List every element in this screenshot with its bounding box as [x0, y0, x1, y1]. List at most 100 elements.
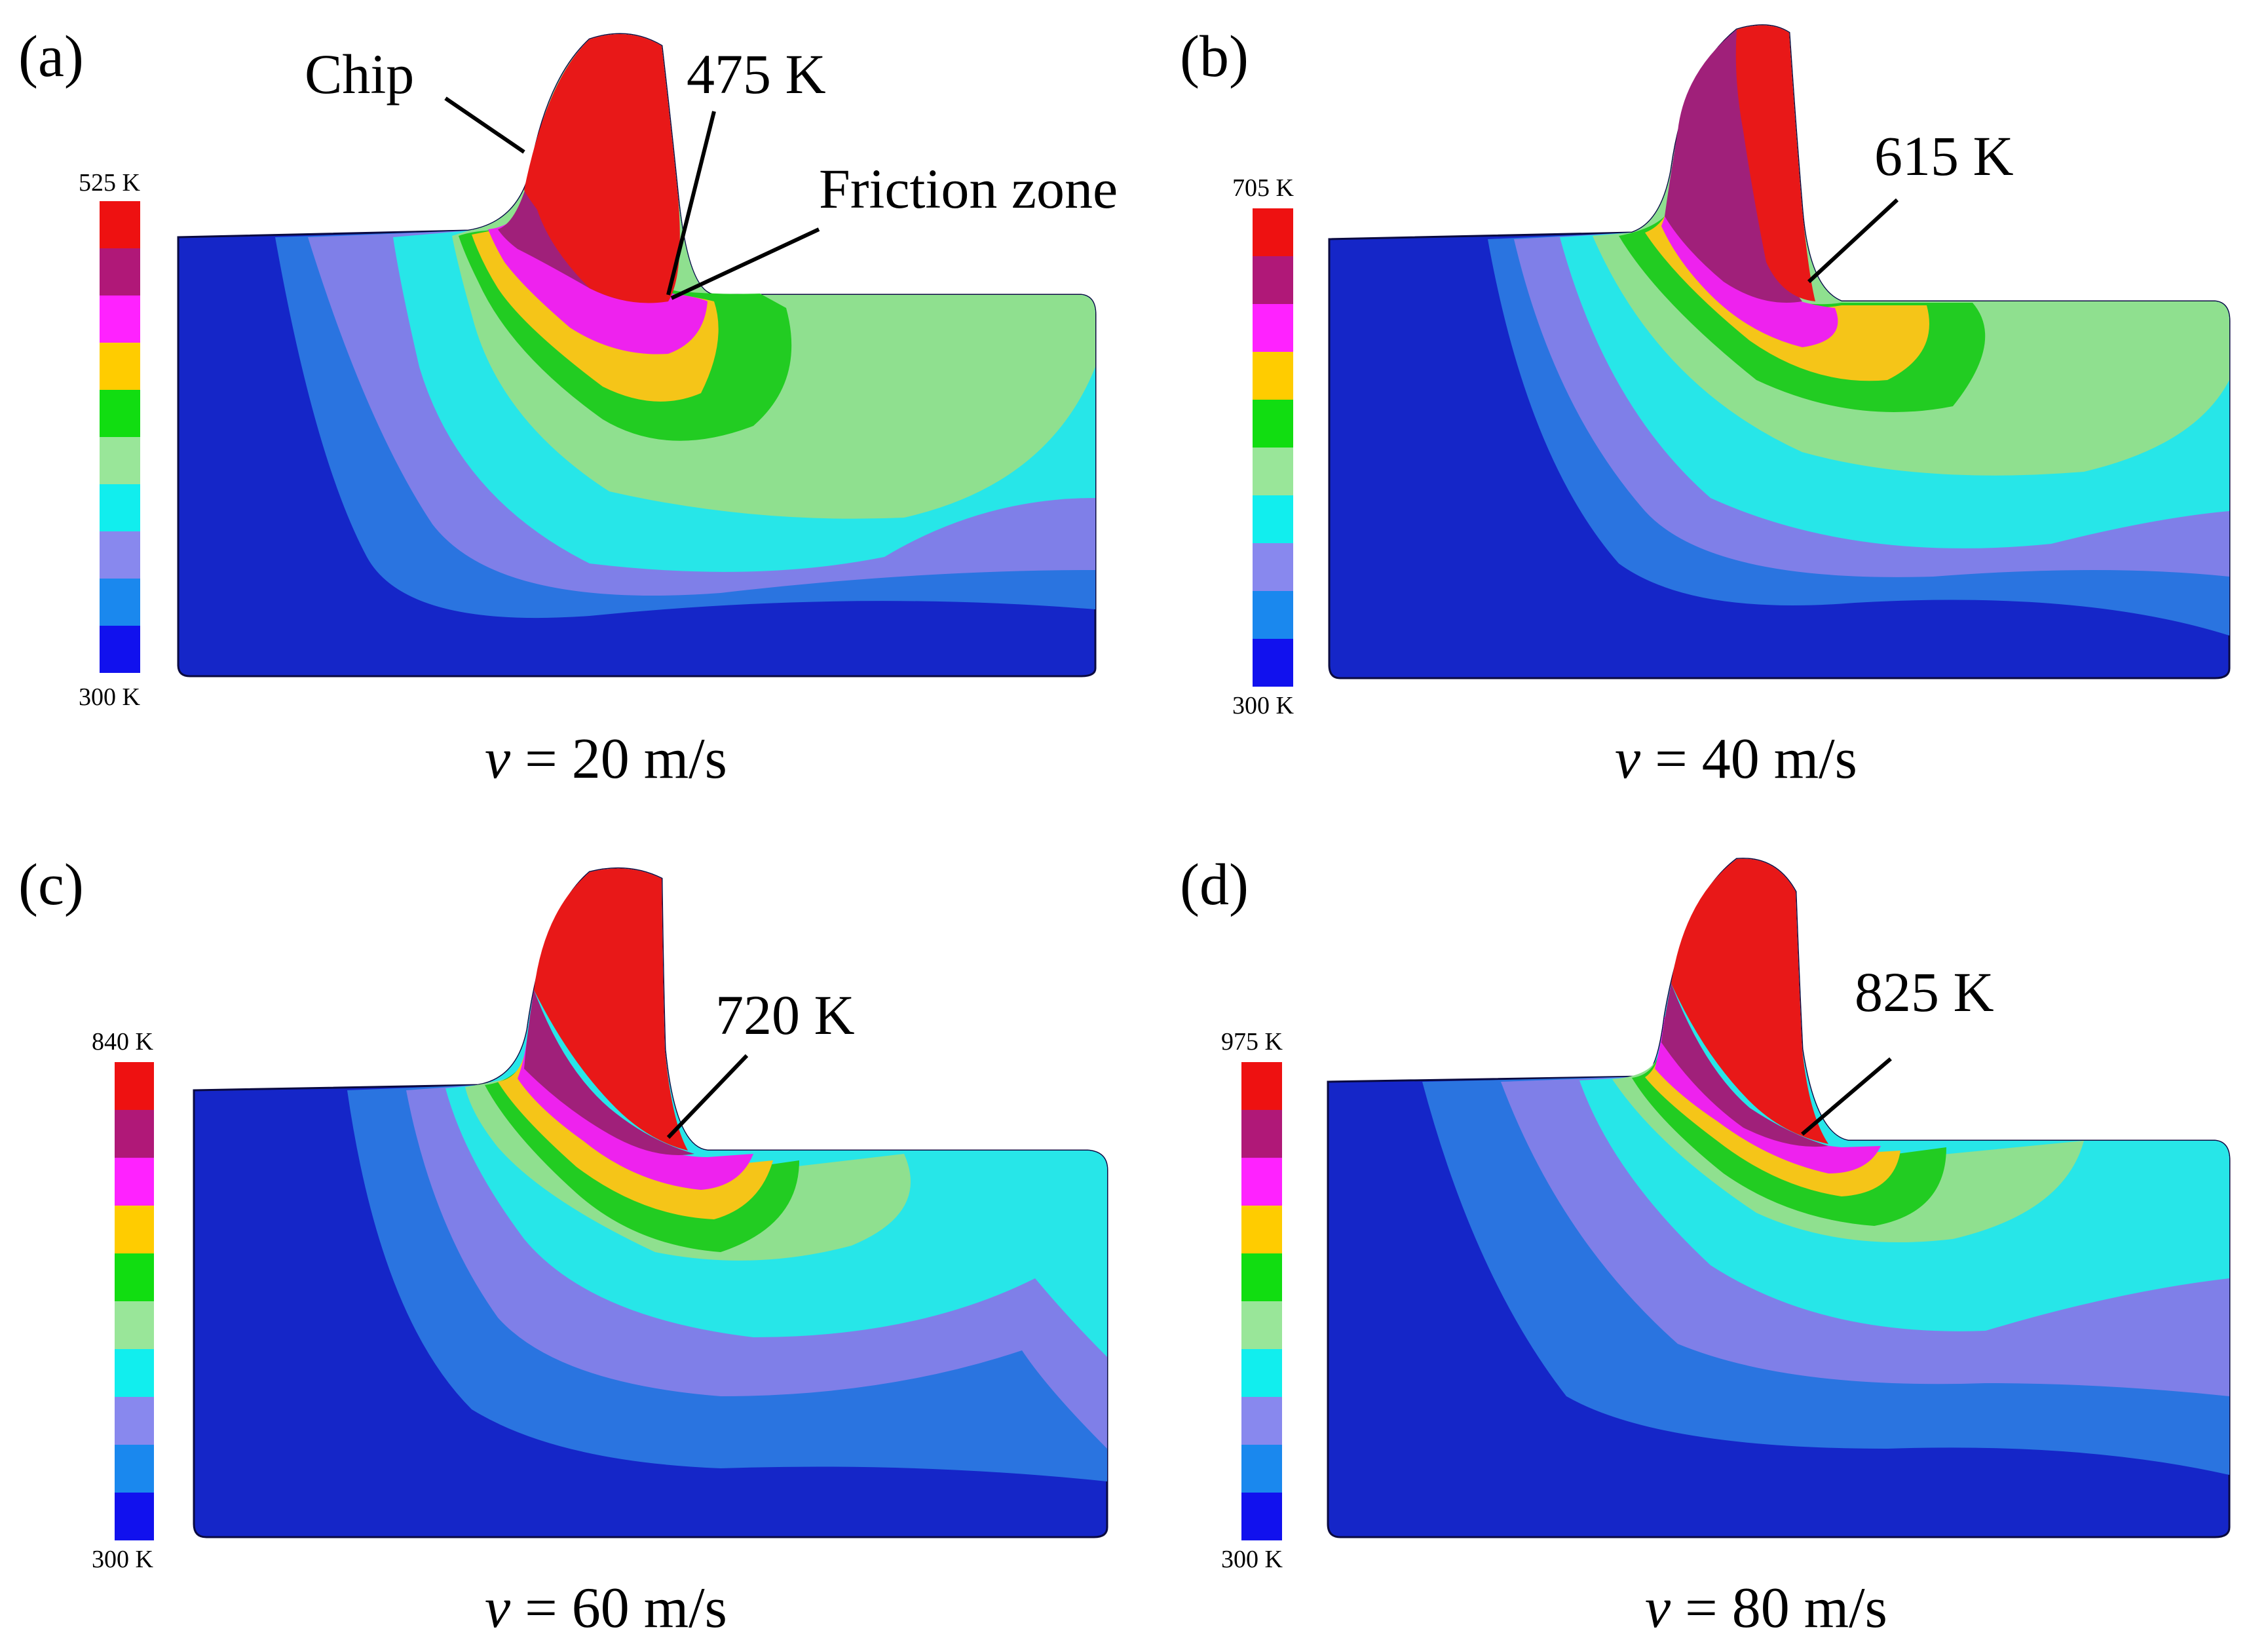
peak-temp-leader: [1801, 1057, 1892, 1136]
colorbar-swatch: [115, 1493, 154, 1540]
zone-lightgreen: [465, 1075, 911, 1261]
panel-d: (d) 975 K 300: [1134, 820, 2268, 1639]
colorbar-swatch: [115, 1062, 154, 1110]
colorbar: [115, 1062, 154, 1540]
colorbar-swatch: [1253, 543, 1293, 591]
colorbar-max-label: 705 K: [1232, 174, 1294, 202]
panel-a: (a): [0, 0, 1134, 820]
velocity-symbol: v: [1615, 727, 1641, 791]
colorbar-swatch: [1241, 1493, 1282, 1540]
temperature-field-d: [1241, 858, 2231, 1540]
zone-chip-red: [1735, 25, 1815, 302]
peak-temp-label: 615 K: [1874, 124, 2014, 187]
panel-label: (b): [1180, 24, 1249, 89]
colorbar-swatch: [1241, 1110, 1282, 1158]
colorbar-swatch: [100, 437, 140, 484]
colorbar-swatch: [1241, 1349, 1282, 1397]
velocity-value: = 20 m/s: [510, 727, 727, 791]
workpiece: [1328, 24, 2231, 679]
colorbar-swatch: [1253, 495, 1293, 543]
colorbar-swatch: [115, 1397, 154, 1445]
chip-leader: [444, 96, 525, 154]
zone-yellow: [1645, 210, 1929, 381]
annotation-leaders: [666, 1054, 749, 1139]
colorbar-swatch: [100, 201, 140, 248]
colorbar-swatch: [1253, 448, 1293, 495]
colorbar-max-label: 975 K: [1221, 1028, 1283, 1056]
colorbar: [1241, 1062, 1282, 1540]
colorbar-swatch: [1241, 1301, 1282, 1349]
temperature-field-b: [1253, 24, 2231, 687]
peak-temp-label: 475 K: [687, 43, 826, 105]
workpiece: [177, 33, 1097, 677]
colorbar-max-label: 525 K: [79, 169, 140, 197]
colorbar-min-label: 300 K: [1221, 1546, 1283, 1573]
velocity-value: = 80 m/s: [1671, 1576, 1887, 1640]
annotation-leaders: [444, 96, 820, 300]
colorbar-swatch: [100, 484, 140, 531]
colorbar-swatch: [115, 1253, 154, 1301]
panel-b: (b) 705 K 300: [1134, 0, 2268, 820]
peak-temp-leader: [666, 1054, 749, 1139]
velocity-value: = 60 m/s: [510, 1576, 727, 1640]
colorbar-swatch: [1241, 1445, 1282, 1493]
zone-purple: [524, 990, 694, 1155]
velocity-caption: v = 20 m/s: [485, 731, 727, 788]
zone-chip-red: [524, 34, 680, 303]
colorbar-swatch: [1253, 352, 1293, 400]
zone-magenta: [1655, 1016, 1881, 1173]
peak-temp-label: 720 K: [715, 983, 855, 1046]
colorbar-swatch: [100, 531, 140, 579]
annotation-leaders: [1807, 198, 1899, 284]
temperature-field-c: [115, 867, 1108, 1540]
colorbar-swatch: [115, 1110, 154, 1158]
colorbar-min-label: 300 K: [79, 683, 140, 711]
colorbar-swatch: [1253, 256, 1293, 304]
colorbar-swatch: [1253, 208, 1293, 256]
colorbar-swatch: [1241, 1062, 1282, 1110]
zone-chip-red: [1671, 858, 1828, 1144]
panel-label: (d): [1180, 852, 1249, 917]
colorbar-min-label: 300 K: [1232, 692, 1294, 719]
colorbar-swatch: [115, 1445, 154, 1493]
zone-chip-red: [534, 868, 688, 1151]
friction-leader: [670, 227, 820, 300]
colorbar-swatch: [100, 626, 140, 673]
workpiece: [1327, 858, 2231, 1538]
panel-c: (c) 840 K 300: [0, 820, 1134, 1639]
velocity-symbol: v: [485, 727, 511, 791]
velocity-caption: v = 80 m/s: [1645, 1580, 1887, 1637]
colorbar-swatch: [1253, 400, 1293, 448]
colorbar-swatch: [1241, 1158, 1282, 1206]
colorbar-swatch: [1253, 304, 1293, 352]
colorbar-swatch: [100, 248, 140, 296]
colorbar-swatch: [115, 1349, 154, 1397]
panel-label: (a): [18, 24, 84, 89]
zone-magenta: [518, 1036, 753, 1190]
colorbar-swatch: [100, 296, 140, 343]
colorbar-min-label: 300 K: [92, 1546, 153, 1573]
annotation-leaders: [1801, 1057, 1892, 1136]
colorbar-swatch: [115, 1158, 154, 1206]
colorbar-swatch: [1241, 1253, 1282, 1301]
peak-temp-leader: [666, 111, 716, 296]
velocity-symbol: v: [1645, 1576, 1671, 1640]
peak-temp-leader: [1807, 198, 1899, 284]
colorbar-swatch: [115, 1301, 154, 1349]
colorbar: [1253, 208, 1293, 687]
colorbar-swatch: [100, 343, 140, 390]
workpiece: [193, 867, 1108, 1538]
colorbar-swatch: [1253, 639, 1293, 687]
zone-lightgreen: [1612, 1062, 2084, 1242]
zone-magenta: [1661, 190, 1838, 347]
velocity-caption: v = 40 m/s: [1615, 731, 1857, 788]
colorbar-swatch: [100, 579, 140, 626]
colorbar: [100, 201, 140, 673]
colorbar-swatch: [1241, 1206, 1282, 1253]
zone-purple: [1661, 983, 1828, 1147]
velocity-caption: v = 60 m/s: [485, 1580, 727, 1637]
colorbar-swatch: [100, 390, 140, 437]
colorbar-max-label: 840 K: [92, 1028, 153, 1056]
colorbar-swatch: [1253, 591, 1293, 639]
velocity-symbol: v: [485, 1576, 511, 1640]
